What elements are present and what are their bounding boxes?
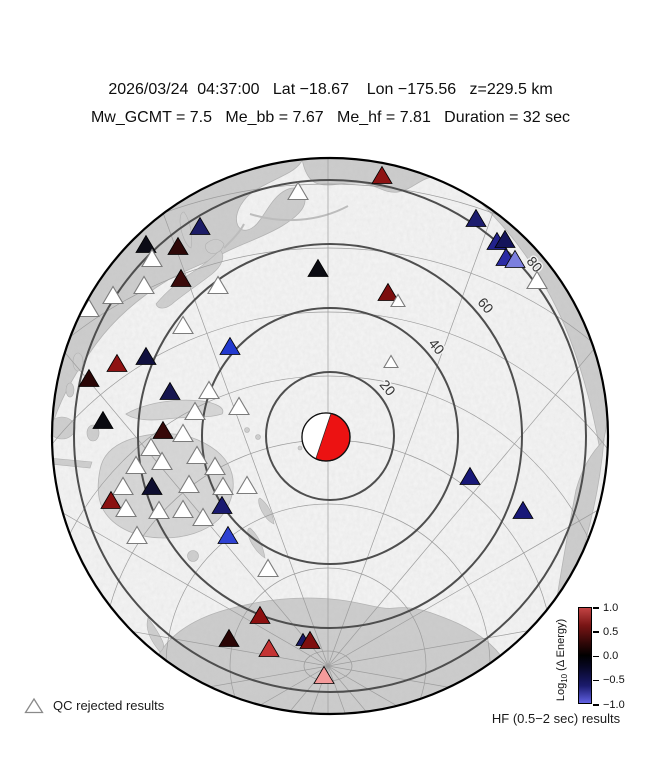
qc-rejected-station-marker <box>228 396 250 416</box>
qc-rejected-station-marker <box>212 476 234 496</box>
graticule-meridian <box>136 158 329 667</box>
qc-rejected-station-marker <box>192 507 214 527</box>
focal-mechanism-beachball <box>301 412 351 462</box>
station-marker <box>189 216 211 235</box>
qc-rejected-station-marker <box>236 475 258 495</box>
qc-rejected-station-marker <box>140 437 162 457</box>
station-marker <box>167 236 189 255</box>
graticule-meridian <box>327 158 520 667</box>
colorbar-label-sub: 10 <box>560 673 570 683</box>
colorbar-label-pre: Log <box>555 682 567 702</box>
station-marker <box>459 466 481 485</box>
qc-rejected-station-marker <box>383 354 399 369</box>
graticule-meridian <box>327 665 608 714</box>
qc-legend-label: QC rejected results <box>53 698 165 713</box>
station-marker <box>512 500 534 519</box>
station-marker <box>258 638 280 657</box>
colorbar-tick-label: −0.5 <box>603 674 625 687</box>
colorbar-axis-label: Log10 (Δ Energy) <box>555 599 569 721</box>
station-marker <box>465 208 487 227</box>
distance-ring-20 <box>265 371 395 501</box>
colorbar-tick-label: 0.0 <box>603 650 619 662</box>
qc-rejected-station-marker <box>287 181 309 201</box>
colorbar-gradient-bar <box>578 607 592 704</box>
qc-rejected-station-marker <box>204 456 226 476</box>
qc-rejected-station-marker <box>257 558 279 578</box>
station-marker <box>159 381 181 400</box>
qc-triangle-icon <box>24 697 44 714</box>
station-marker <box>211 495 233 514</box>
graticule-meridian <box>52 385 329 667</box>
station-marker <box>218 628 240 647</box>
station-marker <box>92 410 114 429</box>
station-marker <box>377 282 399 301</box>
qc-rejected-station-marker <box>186 445 208 465</box>
qc-rejected-station-marker <box>184 401 206 421</box>
qc-rejected-station-marker <box>390 293 406 308</box>
distance-ring-60 <box>137 243 523 629</box>
colorbar-label-post: (Δ Energy) <box>555 618 567 674</box>
station-marker <box>106 353 128 372</box>
colorbar-tick <box>593 631 599 633</box>
station-marker <box>219 336 241 355</box>
qc-rejected-station-marker <box>126 525 148 545</box>
station-marker <box>170 268 192 287</box>
graticule-meridian <box>52 665 329 714</box>
station-marker <box>135 234 157 253</box>
qc-rejected-station-marker <box>172 423 194 443</box>
figure-title-line2: Mw_GCMT = 7.5 Me_bb = 7.67 Me_hf = 7.81 … <box>90 109 571 126</box>
qc-legend: QC rejected results <box>24 697 164 714</box>
distance-ring-80 <box>73 179 587 693</box>
station-marker <box>100 490 122 509</box>
qc-rejected-station-marker <box>115 498 137 518</box>
colorbar-tick-label: 1.0 <box>603 601 619 614</box>
colorbar-tick <box>593 607 599 609</box>
station-marker <box>152 420 174 439</box>
qc-rejected-station-marker <box>172 499 194 519</box>
hf-results-label: HF (0.5−2 sec) results <box>491 711 621 726</box>
map-boundary-circle <box>50 156 610 716</box>
station-marker <box>494 229 516 248</box>
qc-rejected-station-marker <box>133 275 155 295</box>
colorbar-tick-label: 0.5 <box>603 625 619 638</box>
qc-rejected-station-marker <box>148 500 170 520</box>
station-marker <box>249 605 271 624</box>
qc-rejected-station-marker <box>172 315 194 335</box>
qc-rejected-station-marker <box>112 476 134 496</box>
qc-rejected-station-marker <box>198 380 220 400</box>
station-marker <box>217 525 239 544</box>
station-marker <box>135 346 157 365</box>
qc-rejected-station-marker <box>141 248 163 268</box>
colorbar-tick <box>593 655 599 657</box>
station-marker <box>299 630 321 649</box>
station-marker <box>313 665 335 684</box>
station-marker <box>371 165 393 184</box>
colorbar-tick <box>593 704 599 706</box>
station-marker <box>141 476 163 495</box>
colorbar: 1.0 0.5 0.0 −0.5 −1.0 <box>578 602 658 711</box>
station-marker <box>307 258 329 277</box>
beachball-outline <box>301 412 351 462</box>
qc-rejected-station-marker <box>102 285 124 305</box>
station-markers <box>78 165 548 684</box>
qc-rejected-station-marker <box>151 451 173 471</box>
colorbar-tick <box>593 679 599 682</box>
station-marker <box>504 249 526 268</box>
colorbar-tick-label: −1.0 <box>603 698 625 711</box>
figure-title-line1: 2026/03/24 04:37:00 Lat −18.67 Lon −175.… <box>108 81 553 98</box>
station-marker <box>78 368 100 387</box>
qc-rejected-station-marker <box>125 455 147 475</box>
qc-rejected-station-marker <box>207 275 229 295</box>
graticule-meridian <box>327 236 608 667</box>
qc-rejected-station-marker <box>526 270 548 290</box>
qc-rejected-station-marker <box>178 474 200 494</box>
distance-ring-40 <box>201 307 459 565</box>
